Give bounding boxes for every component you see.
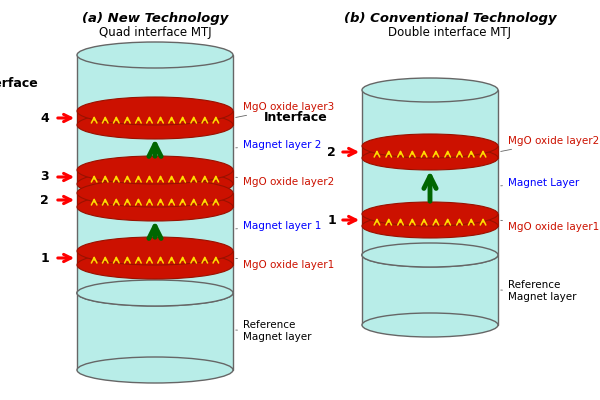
Ellipse shape (77, 357, 233, 383)
Bar (77, 193, 233, 207)
Text: (a) New Technology: (a) New Technology (82, 12, 228, 25)
Text: Double interface MTJ: Double interface MTJ (389, 26, 511, 39)
Ellipse shape (77, 193, 233, 221)
Bar (362, 214, 498, 226)
Ellipse shape (77, 251, 233, 279)
Text: Magnet layer 1: Magnet layer 1 (236, 221, 322, 231)
Ellipse shape (362, 243, 498, 267)
Ellipse shape (362, 134, 498, 158)
Text: MgO oxide layer1: MgO oxide layer1 (501, 220, 599, 232)
Text: Quad interface MTJ: Quad interface MTJ (98, 26, 211, 39)
Bar (77, 55, 233, 293)
Ellipse shape (362, 214, 498, 238)
Bar (77, 170, 233, 184)
Text: Magnet Layer: Magnet Layer (501, 178, 579, 188)
Bar (77, 111, 233, 125)
Bar (362, 146, 498, 158)
Ellipse shape (77, 280, 233, 306)
Text: Interface: Interface (264, 111, 328, 124)
Ellipse shape (362, 78, 498, 102)
Text: 1: 1 (327, 214, 336, 226)
Bar (77, 293, 233, 370)
Text: 4: 4 (40, 112, 49, 124)
Text: 3: 3 (40, 170, 49, 184)
Ellipse shape (77, 111, 233, 139)
Bar (362, 90, 498, 255)
Ellipse shape (77, 97, 233, 125)
Text: Reference
Magnet layer: Reference Magnet layer (236, 320, 311, 342)
Bar (77, 251, 233, 265)
Ellipse shape (362, 243, 498, 267)
Ellipse shape (77, 42, 233, 68)
Ellipse shape (362, 146, 498, 170)
Text: (b) Conventional Technology: (b) Conventional Technology (344, 12, 556, 25)
Ellipse shape (77, 156, 233, 184)
Text: MgO oxide layer2: MgO oxide layer2 (236, 177, 334, 187)
Ellipse shape (77, 280, 233, 306)
Text: 1: 1 (40, 252, 49, 264)
Ellipse shape (362, 202, 498, 226)
Text: 2: 2 (327, 146, 336, 158)
Text: MgO oxide layer2: MgO oxide layer2 (501, 136, 599, 152)
Text: MgO oxide layer1: MgO oxide layer1 (236, 258, 334, 270)
Ellipse shape (77, 170, 233, 198)
Ellipse shape (362, 313, 498, 337)
Text: 2: 2 (40, 194, 49, 206)
Text: MgO oxide layer3: MgO oxide layer3 (236, 102, 334, 118)
Text: Interface: Interface (0, 77, 39, 90)
Ellipse shape (77, 179, 233, 207)
Bar (362, 255, 498, 325)
Ellipse shape (77, 237, 233, 265)
Text: Reference
Magnet layer: Reference Magnet layer (501, 280, 577, 302)
Text: Magnet layer 2: Magnet layer 2 (236, 140, 322, 150)
